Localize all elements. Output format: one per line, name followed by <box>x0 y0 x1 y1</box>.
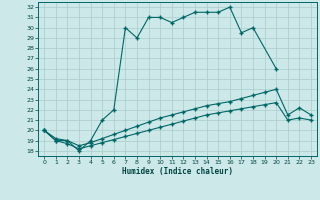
X-axis label: Humidex (Indice chaleur): Humidex (Indice chaleur) <box>122 167 233 176</box>
